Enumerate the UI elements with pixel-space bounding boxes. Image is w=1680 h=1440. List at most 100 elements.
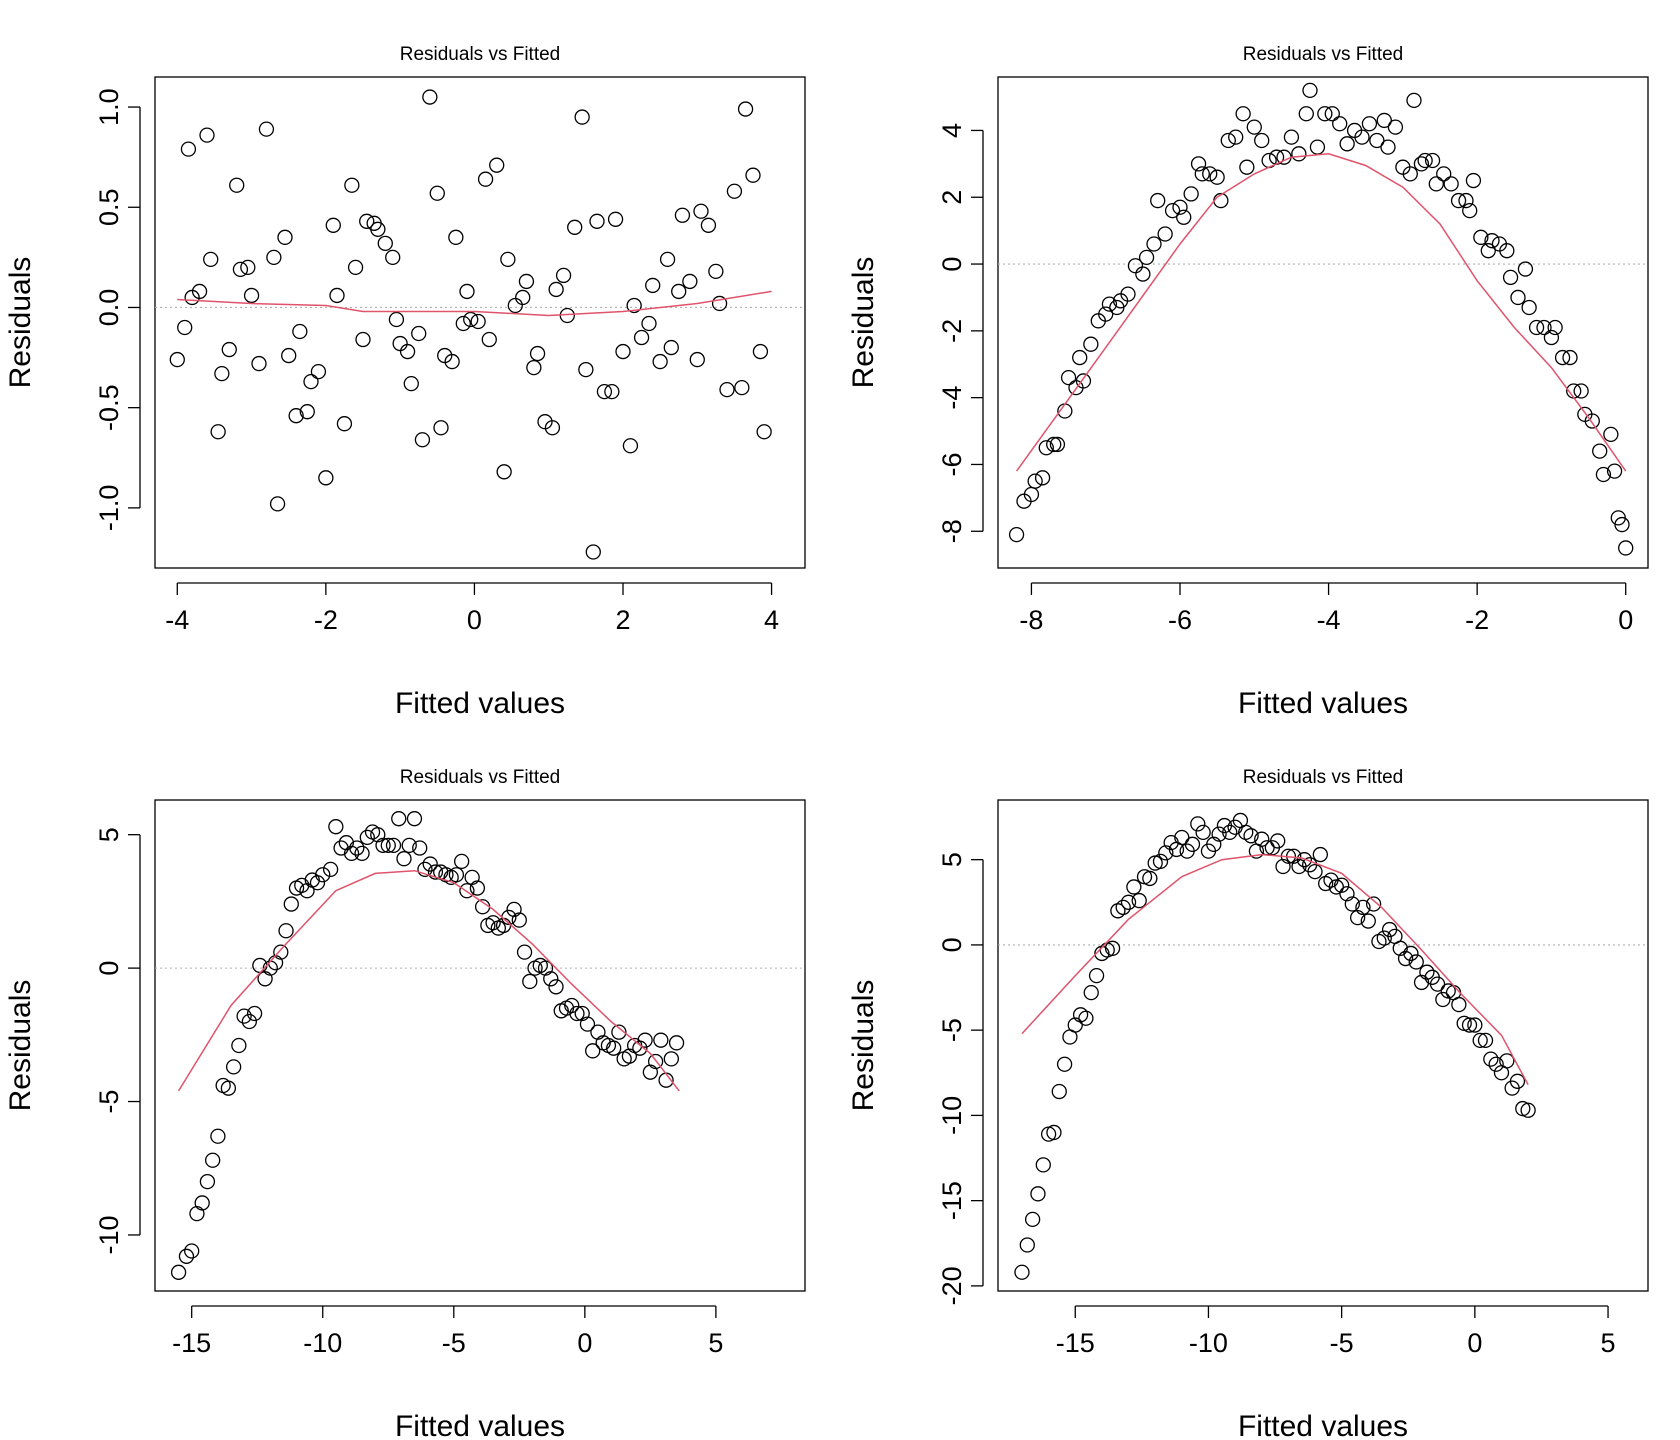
residual-point: [336, 416, 353, 432]
residual-point: [1397, 950, 1414, 967]
residual-point: [719, 381, 735, 398]
x-tick-label: -6: [1168, 605, 1192, 635]
residual-point: [422, 89, 438, 105]
residual-point: [318, 470, 334, 486]
residual-point: [1606, 463, 1623, 479]
residual-point: [1354, 129, 1370, 145]
residual-point: [273, 944, 289, 960]
residual-point: [1499, 243, 1515, 259]
residual-point: [459, 283, 475, 300]
residual-point: [422, 856, 438, 872]
residual-point: [526, 359, 542, 376]
residual-point: [500, 251, 516, 268]
residual-point: [507, 297, 523, 314]
residual-point: [210, 424, 226, 440]
residual-point: [210, 1128, 226, 1144]
lowess-smooth-line: [177, 869, 680, 1092]
residual-point: [496, 464, 512, 480]
y-tick-label: -0.5: [94, 384, 124, 431]
x-tick-label: 5: [708, 1328, 723, 1358]
plot-title: Residuals vs Fitted: [1243, 44, 1404, 65]
residual-point: [214, 365, 230, 382]
residual-point: [1138, 249, 1155, 266]
y-axis-label: Residuals: [847, 257, 880, 389]
residual-point: [745, 167, 761, 183]
y-tick-label: 0: [94, 961, 124, 976]
lowess-smooth-line: [1021, 853, 1529, 1086]
residual-point: [199, 1173, 216, 1190]
residual-point: [169, 351, 185, 368]
residual-point: [578, 361, 594, 378]
residual-point: [1360, 913, 1376, 929]
residual-point: [668, 1035, 685, 1051]
y-tick-label: 0: [937, 937, 967, 952]
residuals-panel-1: Residuals vs Fitted -4 -2 0 2 4 -1.0 -0.5 0.0 0.5…: [4, 44, 806, 720]
residual-point: [401, 837, 417, 854]
residual-point: [752, 343, 769, 360]
residual-point: [515, 289, 531, 306]
residual-point: [406, 811, 423, 827]
x-tick-label: -10: [303, 1328, 342, 1358]
residual-point: [1254, 831, 1270, 847]
x-tick-label: 5: [1601, 1328, 1616, 1358]
residual-point: [411, 325, 427, 342]
residual-point: [522, 973, 538, 990]
residual-point: [1275, 858, 1291, 875]
residual-point: [288, 408, 304, 424]
residuals-panel-2: Residuals vs Fitted -8 -6 -4 -2 0 -8 -6 -4 -2 0 2 4 F…: [847, 44, 1649, 720]
residual-point: [1603, 426, 1619, 443]
residual-point: [455, 315, 471, 332]
residual-point: [726, 183, 743, 199]
residual-point: [611, 1024, 627, 1040]
y-tick-label: -6: [937, 452, 967, 476]
residual-point: [266, 249, 282, 266]
residual-point: [645, 277, 661, 294]
residual-point: [1380, 139, 1396, 155]
residual-point: [433, 420, 449, 436]
residual-point: [1024, 1211, 1041, 1228]
residual-point: [417, 861, 433, 878]
residual-point: [1254, 132, 1270, 149]
residual-point: [1211, 826, 1227, 842]
y-tick-label: -15: [937, 1181, 967, 1220]
y-tick-label: 0.0: [94, 289, 124, 327]
residual-point: [1027, 473, 1043, 489]
residual-point: [1480, 243, 1496, 259]
residual-point: [671, 283, 687, 300]
residual-point: [1014, 1264, 1030, 1280]
residual-point: [689, 351, 705, 368]
residual-point: [1349, 909, 1366, 926]
residual-point: [626, 297, 642, 314]
residual-point: [682, 273, 698, 290]
residual-point: [567, 219, 583, 235]
residual-point: [674, 207, 691, 223]
y-tick-label: -20: [937, 1266, 967, 1305]
residual-point: [349, 840, 365, 856]
y-tick-label: -2: [937, 319, 967, 343]
residual-point: [1573, 383, 1589, 399]
residual-point: [1483, 1051, 1499, 1067]
residual-point: [1521, 299, 1537, 316]
y-axis-label: Residuals: [4, 980, 37, 1112]
x-tick-label: -10: [1189, 1328, 1228, 1358]
residual-point: [1060, 369, 1077, 386]
residual-point: [1131, 892, 1147, 909]
residual-point: [392, 335, 408, 352]
residual-point: [1235, 106, 1251, 122]
residual-point: [1307, 863, 1323, 880]
residual-point: [1046, 436, 1062, 453]
residual-point: [1046, 1124, 1062, 1141]
x-tick-label: -8: [1019, 605, 1043, 635]
residual-point: [220, 1080, 237, 1096]
residual-point: [574, 109, 590, 125]
residual-point: [391, 811, 407, 827]
residual-point: [231, 1037, 247, 1054]
residual-point: [1072, 349, 1088, 366]
residual-point: [708, 263, 724, 280]
residual-point: [555, 267, 572, 284]
residual-point: [359, 829, 375, 846]
x-tick-label: 4: [764, 605, 779, 635]
residual-point: [246, 1005, 263, 1022]
residual-point: [281, 347, 297, 364]
